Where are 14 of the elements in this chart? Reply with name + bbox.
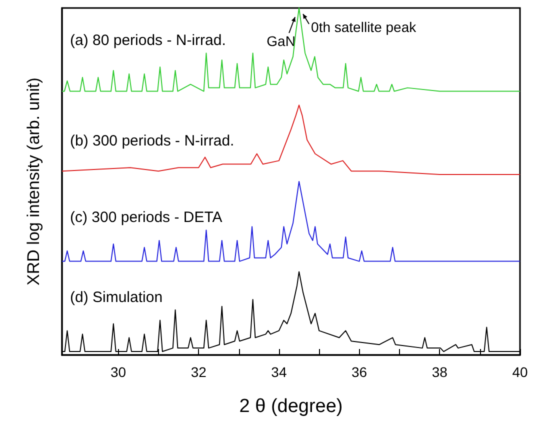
x-axis-title: 2 θ (degree) bbox=[239, 396, 343, 417]
series-label: (d) Simulation bbox=[70, 288, 163, 306]
x-tick-label: 34 bbox=[271, 364, 287, 380]
series-label: (a) 80 periods - N-irrad. bbox=[70, 32, 226, 50]
series-label: (c) 300 periods - DETA bbox=[70, 209, 222, 226]
x-tick-label: 32 bbox=[190, 364, 207, 380]
x-tick-label: 36 bbox=[352, 364, 368, 380]
x-tick-label: 30 bbox=[110, 364, 126, 380]
series-label: (b) 300 periods - N-irrad. bbox=[70, 132, 234, 150]
y-axis-title: XRD log intensity (arb. unit) bbox=[24, 78, 43, 286]
annotation: GaN bbox=[266, 33, 296, 49]
x-tick-label: 38 bbox=[432, 364, 448, 380]
annotation: 0th satellite peak bbox=[311, 19, 418, 35]
x-tick-label: 40 bbox=[512, 364, 528, 380]
